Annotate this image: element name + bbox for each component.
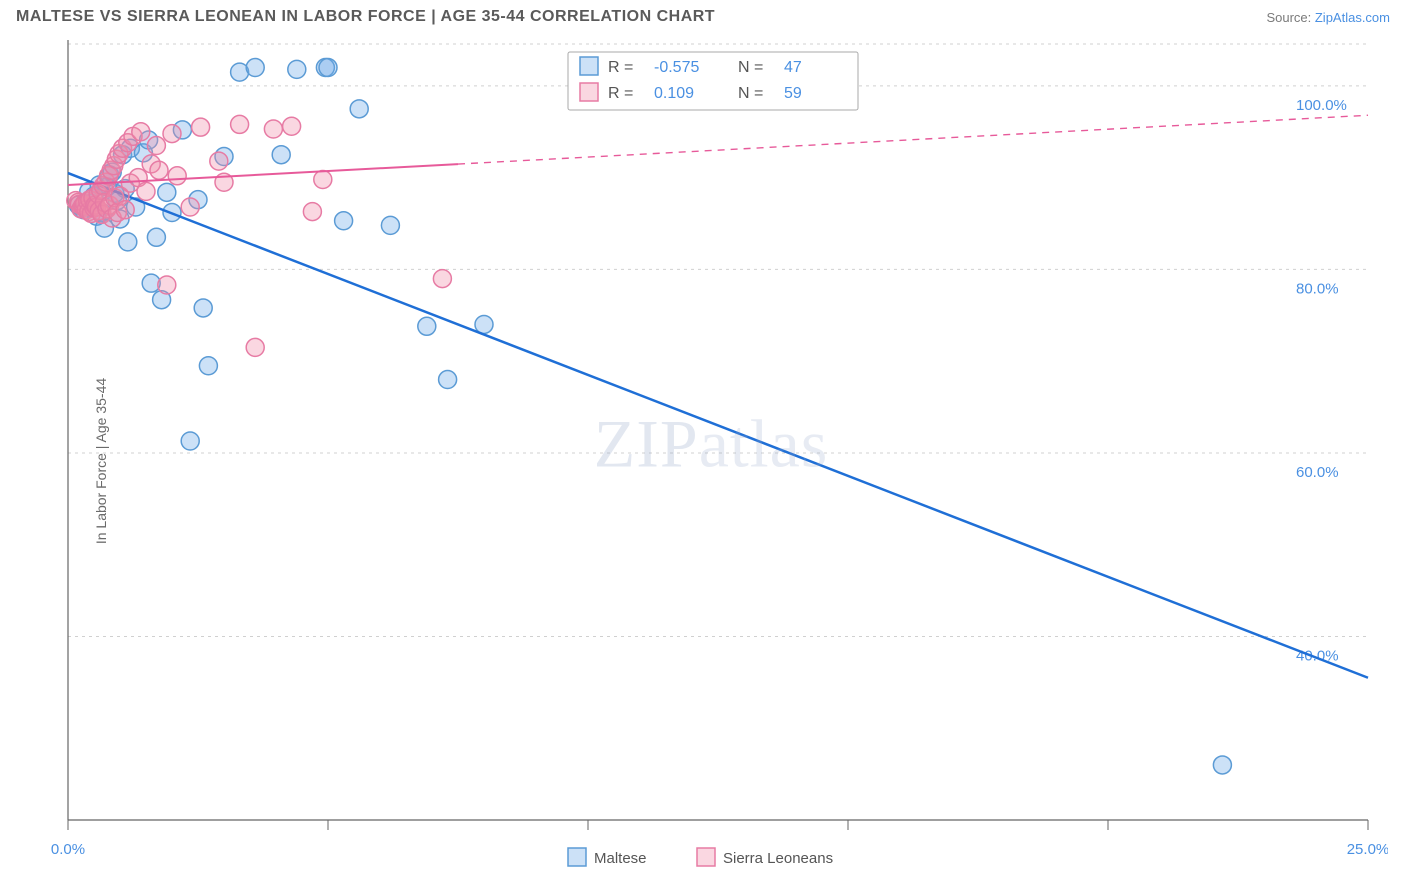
stat-text: 47 (784, 59, 802, 76)
data-point (231, 115, 249, 133)
trend-line-dashed (458, 115, 1368, 164)
stat-text: 0.109 (654, 85, 694, 102)
data-point (116, 201, 134, 219)
data-point (150, 161, 168, 179)
x-tick-label: 25.0% (1347, 841, 1388, 858)
source-label: Source: ZipAtlas.com (1266, 10, 1390, 25)
data-point (119, 233, 137, 251)
data-point (147, 137, 165, 155)
data-point (246, 338, 264, 356)
stat-text: -0.575 (654, 59, 699, 76)
data-point (181, 198, 199, 216)
data-point (210, 152, 228, 170)
data-point (264, 120, 282, 138)
data-point (158, 183, 176, 201)
data-point (147, 228, 165, 246)
data-point (314, 170, 332, 188)
data-point (194, 299, 212, 317)
y-axis-label: In Labor Force | Age 35-44 (93, 378, 109, 544)
data-point (350, 100, 368, 118)
data-point (199, 357, 217, 375)
stat-text: N = (738, 59, 763, 76)
data-point (283, 117, 301, 135)
data-point (433, 270, 451, 288)
data-point (137, 182, 155, 200)
source-link[interactable]: ZipAtlas.com (1315, 10, 1390, 25)
data-point (192, 118, 210, 136)
legend-swatch (580, 83, 598, 101)
legend-swatch (697, 848, 715, 866)
stat-text: R = (608, 59, 633, 76)
data-point (158, 276, 176, 294)
bottom-legend: Maltese Sierra Leoneans (568, 848, 833, 867)
stat-text: R = (608, 85, 633, 102)
y-tick-label: 40.0% (1296, 647, 1339, 664)
data-point (1213, 756, 1231, 774)
legend-label: Sierra Leoneans (723, 850, 833, 867)
source-prefix: Source: (1266, 10, 1314, 25)
data-point (181, 432, 199, 450)
data-point (272, 146, 290, 164)
correlation-chart: 0.0% 25.0% 40.0% 60.0% 80.0% 100.0% R = -0.575 N… (28, 40, 1388, 880)
stat-text: 59 (784, 85, 802, 102)
y-tick-label: 80.0% (1296, 280, 1339, 297)
y-tick-label: 60.0% (1296, 464, 1339, 481)
data-point (132, 123, 150, 141)
legend-swatch (568, 848, 586, 866)
data-point (163, 125, 181, 143)
data-point (168, 167, 186, 185)
data-point (418, 317, 436, 335)
chart-title: MALTESE VS SIERRA LEONEAN IN LABOR FORCE… (16, 8, 715, 26)
data-point (246, 59, 264, 77)
data-point (319, 59, 337, 77)
data-point (335, 212, 353, 230)
stat-text: N = (738, 85, 763, 102)
data-point (288, 60, 306, 78)
y-tick-label: 100.0% (1296, 97, 1347, 114)
data-point (439, 371, 457, 389)
trend-line (68, 173, 1368, 678)
legend-swatch (580, 57, 598, 75)
data-point (303, 203, 321, 221)
data-point (475, 315, 493, 333)
x-tick-label: 0.0% (51, 841, 85, 858)
legend-label: Maltese (594, 850, 647, 867)
data-point (381, 216, 399, 234)
